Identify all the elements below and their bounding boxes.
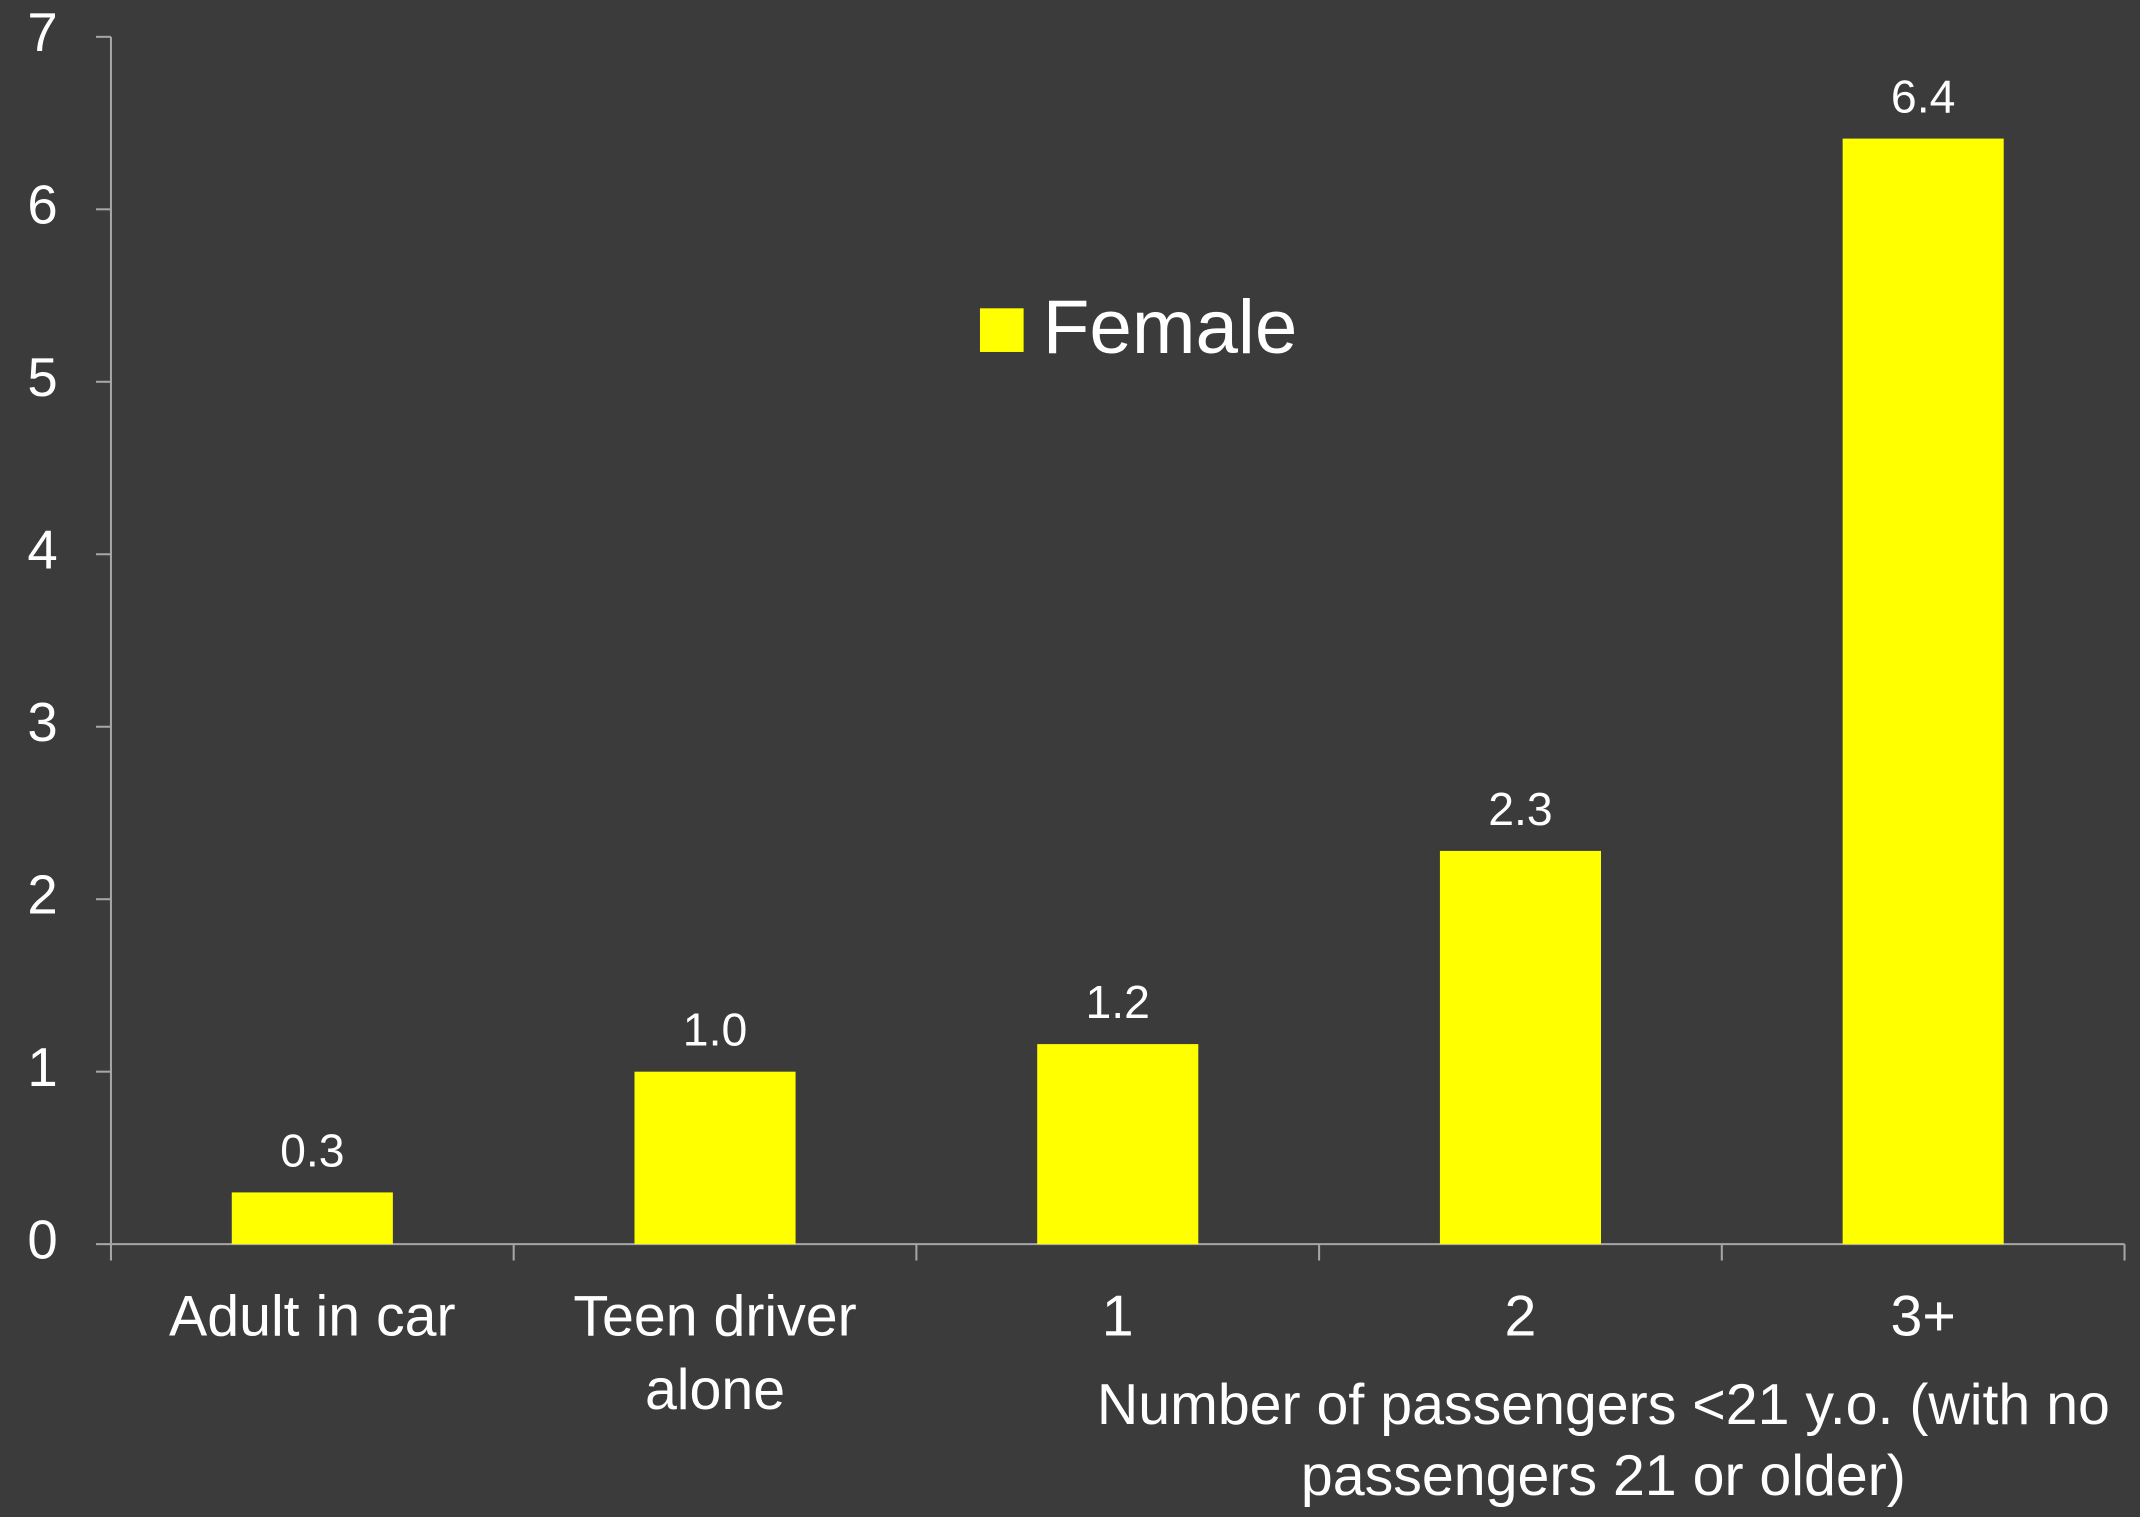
x-axis-label: Number of passengers <21 y.o. (with no pa…: [1097, 1373, 2110, 1508]
x-tick-label: 2: [1505, 1285, 1537, 1349]
bar: [1037, 1044, 1199, 1245]
y-tick-label: 6: [27, 175, 57, 236]
y-tick-label: 0: [27, 1210, 57, 1271]
x-tick-label: 3+: [1891, 1285, 1956, 1349]
data-label: 0.3: [280, 1124, 344, 1176]
bar: [634, 1071, 796, 1245]
y-tick-label: 5: [27, 347, 57, 408]
x-tick-label: Teen driver alone: [573, 1285, 856, 1423]
y-tick-label: 7: [27, 2, 57, 63]
data-label: 1.2: [1086, 976, 1150, 1028]
y-tick-label: 2: [27, 865, 57, 926]
bar: [231, 1192, 393, 1245]
data-label: 1.0: [683, 1004, 747, 1056]
legend-swatch: [979, 308, 1024, 352]
bar: [1842, 138, 2004, 1245]
bar: [1439, 850, 1602, 1245]
y-tick-label: 3: [27, 692, 57, 753]
x-tick-label: 1: [1102, 1285, 1134, 1349]
legend-label: Female: [1043, 285, 1298, 370]
y-tick-label: 4: [27, 520, 57, 581]
data-label: 6.4: [1891, 71, 1955, 123]
x-tick-label: Adult in car: [169, 1285, 456, 1349]
data-label: 2.3: [1488, 783, 1552, 835]
y-tick-label: 1: [27, 1037, 57, 1098]
